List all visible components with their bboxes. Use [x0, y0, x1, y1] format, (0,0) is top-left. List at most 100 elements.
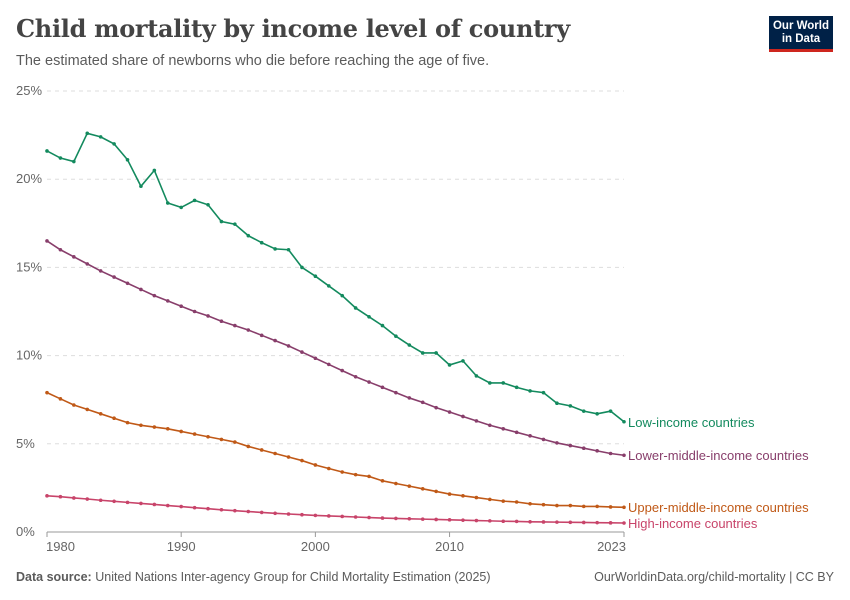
- data-point: [488, 381, 492, 385]
- data-point: [45, 239, 49, 243]
- data-point: [139, 423, 143, 428]
- data-point: [72, 496, 76, 500]
- data-point: [259, 510, 264, 515]
- footer-link[interactable]: OurWorldinData.org/child-mortality | CC …: [594, 570, 834, 584]
- data-point: [541, 390, 546, 395]
- data-point: [98, 412, 103, 416]
- data-point: [380, 479, 385, 483]
- data-point: [528, 519, 532, 524]
- x-tick-label: 2023: [597, 539, 626, 554]
- data-point: [488, 497, 492, 502]
- data-point: [380, 323, 385, 328]
- data-point: [501, 519, 506, 524]
- series-line: [46, 495, 625, 524]
- data-point: [380, 385, 385, 390]
- data-point: [407, 516, 412, 521]
- data-point: [407, 343, 412, 347]
- data-point: [233, 440, 237, 444]
- data-point: [206, 202, 210, 207]
- data-point: [514, 430, 519, 435]
- data-point: [85, 262, 90, 266]
- data-point: [434, 405, 438, 410]
- data-point: [58, 156, 63, 160]
- data-point: [608, 505, 613, 509]
- data-point: [420, 400, 425, 405]
- data-point: [300, 512, 304, 517]
- data-point: [152, 293, 157, 298]
- data-point: [461, 518, 465, 522]
- data-point: [192, 198, 197, 203]
- data-point: [192, 309, 197, 314]
- data-point: [125, 420, 130, 425]
- data-point: [488, 423, 492, 428]
- data-point: [125, 157, 130, 162]
- data-point: [407, 484, 412, 488]
- y-tick-label: 25%: [16, 83, 42, 98]
- data-point: [353, 374, 358, 379]
- data-point: [233, 508, 237, 513]
- y-tick-label: 15%: [16, 259, 42, 274]
- owid-logo[interactable]: Our World in Data: [769, 16, 833, 52]
- data-point: [528, 501, 532, 506]
- source-text[interactable]: United Nations Inter-agency Group for Ch…: [95, 570, 491, 584]
- data-point: [165, 201, 170, 205]
- data-point: [622, 521, 626, 525]
- data-point: [501, 499, 506, 503]
- data-point: [528, 389, 532, 393]
- chart-title: Child mortality by income level of count…: [16, 14, 570, 43]
- data-point: [98, 269, 103, 273]
- data-point: [273, 451, 277, 456]
- data-point: [447, 492, 452, 496]
- data-point: [340, 470, 345, 474]
- data-point: [595, 504, 599, 509]
- data-point: [474, 419, 479, 423]
- series-line: [46, 240, 625, 457]
- data-point: [219, 507, 224, 512]
- data-point: [434, 517, 438, 522]
- data-point: [45, 149, 49, 153]
- data-point: [246, 444, 251, 449]
- data-point: [367, 314, 371, 319]
- data-point: [125, 281, 130, 286]
- series-label: High-income countries: [628, 516, 758, 531]
- data-point: [568, 503, 573, 508]
- y-tick-label: 5%: [16, 436, 35, 451]
- data-point: [179, 205, 183, 210]
- data-point: [259, 448, 264, 452]
- data-point: [394, 481, 398, 486]
- data-point: [501, 381, 506, 385]
- data-point: [541, 437, 546, 442]
- data-point: [340, 514, 345, 519]
- data-point: [420, 517, 425, 521]
- data-point: [219, 219, 224, 224]
- data-point: [165, 503, 170, 508]
- data-point: [608, 409, 613, 413]
- data-point: [85, 497, 90, 501]
- data-point: [541, 502, 546, 507]
- data-point: [353, 306, 358, 310]
- data-point: [474, 495, 479, 500]
- data-point: [447, 410, 452, 414]
- data-point: [152, 425, 157, 429]
- data-point: [380, 516, 385, 520]
- data-point: [58, 397, 63, 401]
- data-point: [555, 441, 559, 445]
- chart-subtitle: The estimated share of newborns who die …: [16, 53, 490, 69]
- data-point: [206, 506, 210, 511]
- series-line: [46, 391, 625, 509]
- data-point: [608, 451, 613, 456]
- data-point: [340, 368, 345, 373]
- data-point: [72, 403, 76, 407]
- x-tick-label: 2010: [435, 539, 464, 554]
- data-point: [340, 293, 345, 298]
- data-point: [367, 515, 371, 520]
- series-label: Upper-middle-income countries: [628, 500, 809, 515]
- data-point: [300, 265, 304, 270]
- data-point: [461, 359, 465, 363]
- data-point: [568, 404, 573, 408]
- data-point: [300, 350, 304, 354]
- data-point: [179, 304, 183, 309]
- data-point: [246, 328, 251, 332]
